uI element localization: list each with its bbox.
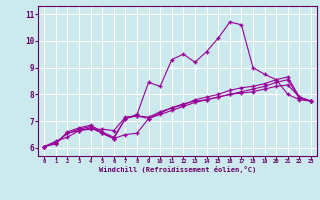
X-axis label: Windchill (Refroidissement éolien,°C): Windchill (Refroidissement éolien,°C) bbox=[99, 166, 256, 173]
